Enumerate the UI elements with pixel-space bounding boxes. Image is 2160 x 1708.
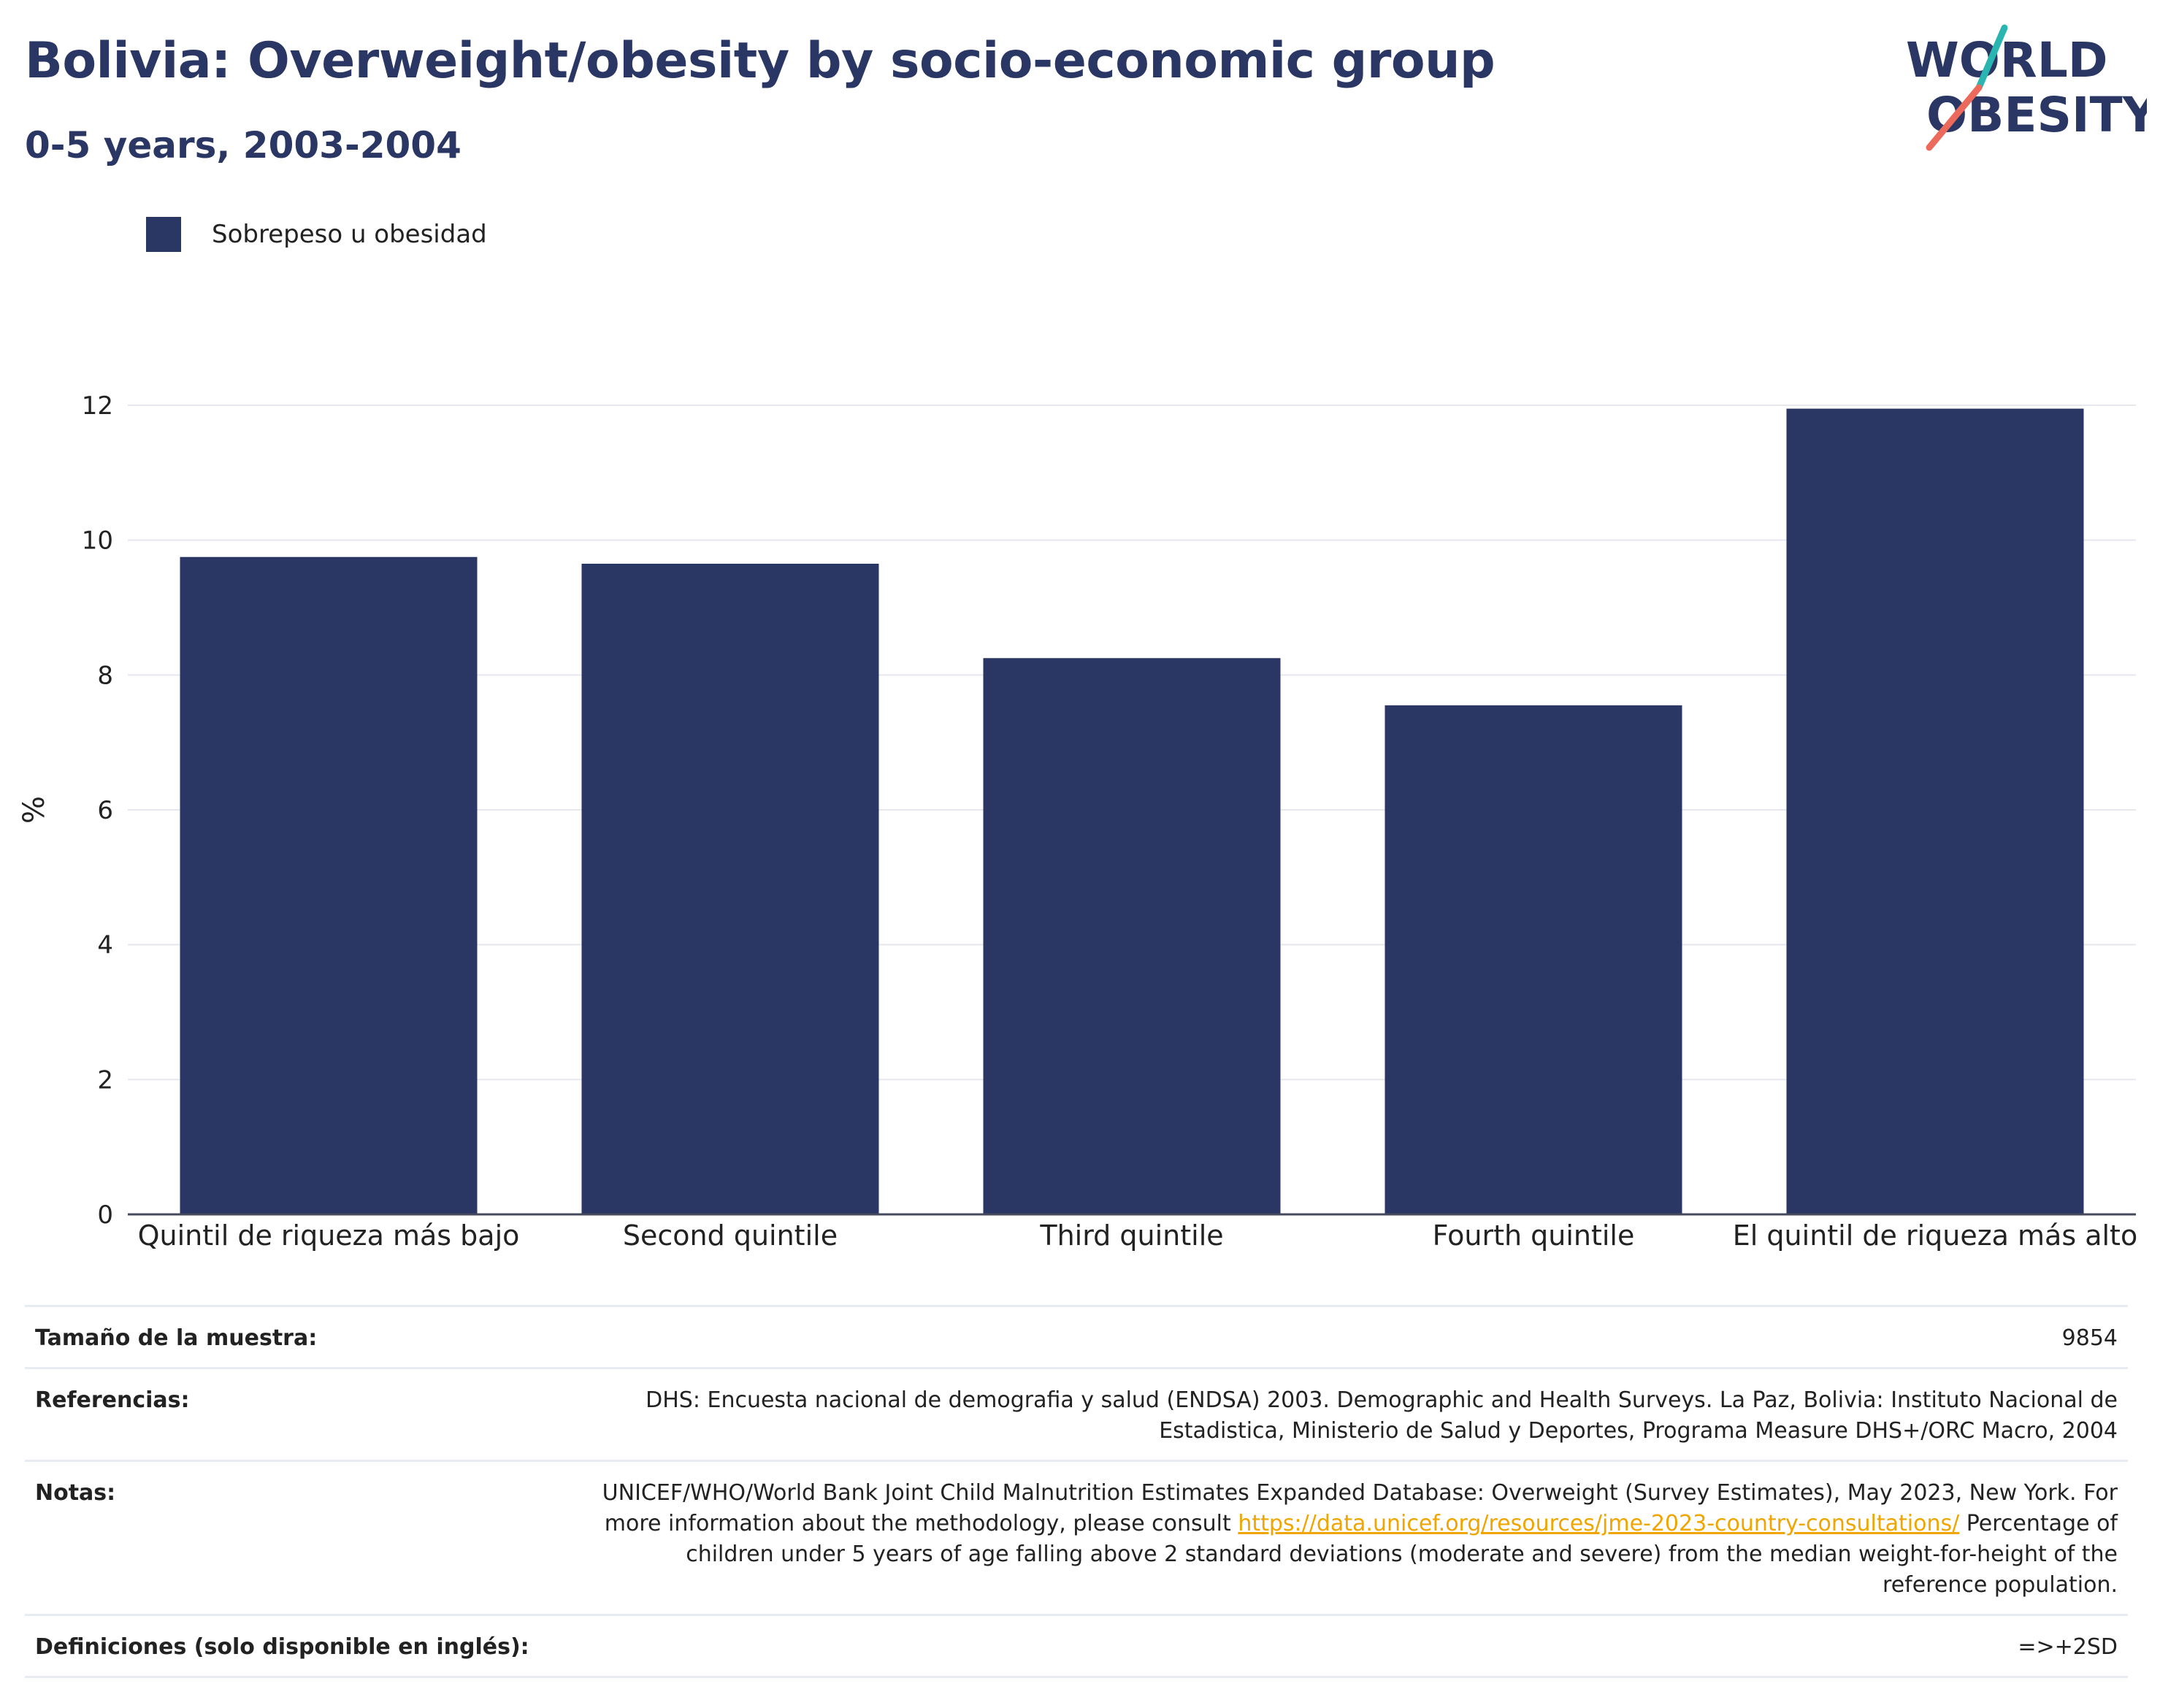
bar[interactable] (581, 563, 879, 1214)
y-tick-label: 4 (97, 931, 113, 960)
notes-text-1: UNICEF/WHO/World Bank Joint Child Malnut… (602, 1480, 2118, 1536)
notes-value: UNICEF/WHO/World Bank Joint Child Malnut… (584, 1478, 2118, 1601)
x-category-label: El quintil de riqueza más alto (1733, 1219, 2137, 1252)
logo-line-world: WORLD (1906, 32, 2108, 88)
definitions-label: Definiciones (solo disponible en inglés)… (35, 1634, 529, 1660)
y-tick-label: 8 (97, 661, 113, 690)
axis-labels: 0 2 4 6 8 10 12 Quintil de riqueza más bajo Seco… (82, 391, 2137, 1252)
x-category-label: Quintil de riqueza más bajo (138, 1219, 520, 1252)
bar[interactable] (1385, 705, 1682, 1214)
legend-label: Sobrepeso u obesidad (212, 220, 487, 249)
world-obesity-logo: WORLD OBESITY (1906, 24, 2147, 151)
legend-swatch (146, 217, 181, 252)
logo-slash-bottom (1926, 84, 1983, 151)
y-tick-label: 0 (97, 1200, 113, 1230)
bar[interactable] (983, 658, 1281, 1214)
references-value: DHS: Encuesta nacional de demografia y s… (646, 1387, 2118, 1444)
bar[interactable] (180, 556, 478, 1214)
x-category-label: Second quintile (623, 1219, 838, 1252)
sample-size-value: 9854 (2061, 1325, 2118, 1351)
y-tick-label: 2 (97, 1065, 113, 1095)
notes-label: Notas: (35, 1480, 116, 1506)
bar[interactable] (1786, 408, 2084, 1214)
notes-text-2: Percentage of children under 5 years of … (686, 1511, 2118, 1598)
sample-size-label: Tamaño de la muestra: (35, 1325, 318, 1351)
logo-slash-top (1975, 24, 2008, 91)
sample-size-row: Tamaño de la muestra: 9854 (25, 1305, 2128, 1367)
definitions-row: Definiciones (solo disponible en inglés)… (25, 1614, 2128, 1678)
bar-chart: 0 2 4 6 8 10 12 Quintil de riqueza más bajo Seco… (18, 391, 2137, 1252)
page-title: Bolivia: Overweight/obesity by socio-eco… (25, 32, 1495, 90)
info-table: Tamaño de la muestra: 9854 Referencias: … (25, 1305, 2128, 1678)
y-tick-label: 6 (97, 796, 113, 825)
bars (180, 408, 2084, 1214)
references-row: Referencias: DHS: Encuesta nacional de d… (25, 1367, 2128, 1460)
logo-line-obesity: OBESITY (1926, 87, 2147, 143)
references-label: Referencias: (35, 1387, 190, 1413)
x-category-label: Fourth quintile (1433, 1219, 1635, 1252)
y-tick-label: 12 (82, 391, 113, 421)
notes-row: Notas: UNICEF/WHO/World Bank Joint Child… (25, 1460, 2128, 1614)
x-category-label: Third quintile (1039, 1219, 1223, 1252)
definitions-value: =>+2SD (2018, 1634, 2118, 1660)
y-axis-title: % (18, 796, 51, 824)
legend: Sobrepeso u obesidad (146, 217, 487, 252)
y-tick-label: 10 (82, 526, 113, 556)
page-subtitle: 0-5 years, 2003-2004 (25, 124, 462, 166)
methodology-link[interactable]: https://data.unicef.org/resources/jme-20… (1238, 1511, 1960, 1536)
